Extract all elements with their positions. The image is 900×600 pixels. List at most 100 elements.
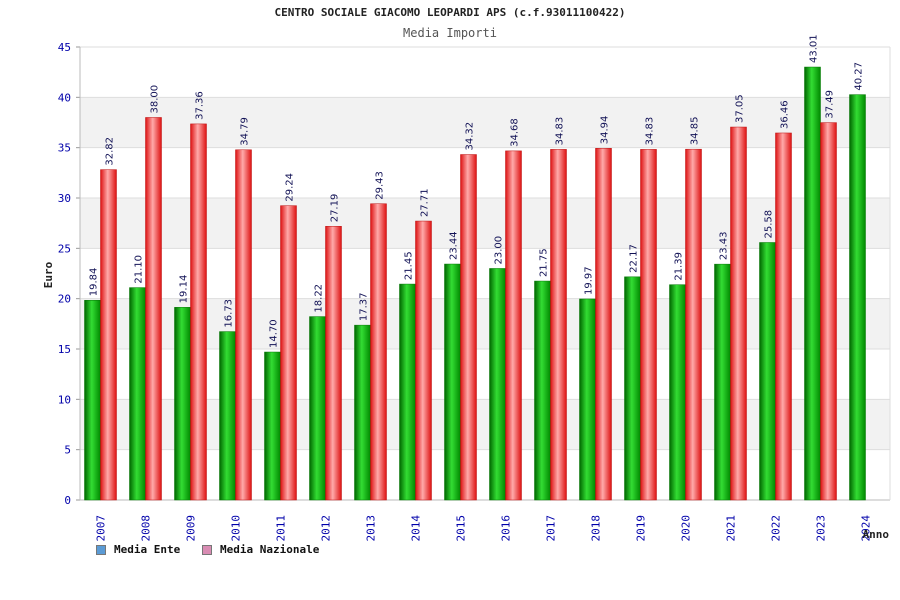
bar-media-nazionale <box>820 122 837 501</box>
x-tick-label: 2009 <box>185 515 198 542</box>
data-label: 21.10 <box>134 255 145 284</box>
data-label: 34.85 <box>690 117 701 146</box>
data-label: 29.43 <box>375 171 386 200</box>
bar-media-ente <box>399 283 416 501</box>
data-label: 32.82 <box>105 137 116 166</box>
x-tick-label: 2021 <box>725 515 738 542</box>
data-label: 23.44 <box>449 231 460 260</box>
data-label: 40.27 <box>854 62 865 91</box>
data-label: 23.43 <box>719 231 730 260</box>
bar-media-ente <box>264 351 281 501</box>
bar-media-nazionale <box>325 226 342 501</box>
legend-label: Media Ente <box>114 543 181 556</box>
y-tick-label: 30 <box>58 192 71 205</box>
bar-media-ente <box>849 94 866 501</box>
y-axis-label: Euro <box>42 261 55 288</box>
data-label: 21.39 <box>674 252 685 281</box>
x-tick-label: 2020 <box>680 515 693 542</box>
y-tick-label: 20 <box>58 293 71 306</box>
y-tick-label: 25 <box>58 242 71 255</box>
y-tick-label: 10 <box>58 393 71 406</box>
bar-media-ente <box>714 263 731 501</box>
bar-media-ente <box>534 280 551 501</box>
x-tick-label: 2007 <box>95 515 108 542</box>
bar-media-ente <box>804 66 821 501</box>
data-label: 18.22 <box>314 284 325 313</box>
data-label: 14.70 <box>269 319 280 348</box>
grid-band <box>80 198 890 249</box>
y-tick-label: 45 <box>58 41 71 54</box>
x-axis-label: Anno <box>863 528 890 541</box>
data-label: 37.05 <box>735 94 746 123</box>
bar-media-ente <box>579 298 596 501</box>
legend-label: Media Nazionale <box>220 543 320 556</box>
data-label: 27.19 <box>330 194 341 223</box>
x-tick-label: 2015 <box>455 515 468 542</box>
y-tick-label: 5 <box>64 444 71 457</box>
data-label: 19.84 <box>89 268 100 297</box>
x-tick-label: 2010 <box>230 515 243 542</box>
bar-media-nazionale <box>235 149 252 501</box>
grid-band <box>80 97 890 148</box>
bar-media-ente <box>354 324 371 501</box>
grid-band <box>80 298 890 349</box>
bar-media-nazionale <box>415 220 432 501</box>
bar-media-nazionale <box>280 205 297 501</box>
bar-media-nazionale <box>460 154 477 501</box>
bar-media-nazionale <box>505 150 522 501</box>
data-label: 36.46 <box>780 100 791 129</box>
bar-media-nazionale <box>595 148 612 501</box>
chart-title: CENTRO SOCIALE GIACOMO LEOPARDI APS (c.f… <box>274 6 626 19</box>
bar-media-ente <box>669 284 686 501</box>
y-tick-label: 40 <box>58 91 71 104</box>
data-label: 34.83 <box>645 117 656 146</box>
bar-media-nazionale <box>100 169 117 501</box>
x-tick-label: 2016 <box>500 515 513 542</box>
legend-swatch <box>96 544 106 555</box>
data-label: 19.14 <box>179 275 190 304</box>
bar-media-ente <box>489 268 506 501</box>
data-label: 22.17 <box>629 244 640 273</box>
x-tick-label: 2017 <box>545 515 558 542</box>
data-label: 21.45 <box>404 251 415 280</box>
legend-swatch <box>202 544 212 555</box>
bar-media-ente <box>129 287 146 501</box>
data-label: 37.36 <box>195 91 206 120</box>
data-label: 34.79 <box>240 117 251 146</box>
y-tick-label: 35 <box>58 142 71 155</box>
chart-subtitle: Media Importi <box>403 26 497 40</box>
bar-media-nazionale <box>190 123 207 501</box>
bar-media-nazionale <box>640 149 657 501</box>
y-tick-label: 15 <box>58 343 71 356</box>
grid-bands <box>80 97 890 450</box>
legend-item-media-ente: Media Ente <box>96 543 180 556</box>
x-tick-label: 2013 <box>365 515 378 542</box>
data-label: 34.94 <box>600 116 611 145</box>
data-label: 34.32 <box>465 122 476 151</box>
bar-media-nazionale <box>550 149 567 501</box>
x-tick-label: 2022 <box>770 515 783 542</box>
bar-media-nazionale <box>730 126 747 501</box>
legend-item-media-nazionale: Media Nazionale <box>202 543 319 556</box>
data-label: 34.83 <box>555 117 566 146</box>
gridlines <box>80 46 890 501</box>
data-label: 23.00 <box>494 236 505 265</box>
y-tick-label: 0 <box>64 494 71 507</box>
bar-media-nazionale <box>370 203 387 501</box>
data-label: 19.97 <box>584 266 595 295</box>
grid-band <box>80 399 890 450</box>
bar-media-nazionale <box>145 117 162 501</box>
x-tick-label: 2018 <box>590 515 603 542</box>
x-tick-label: 2019 <box>635 515 648 542</box>
data-labels: 19.84 32.82 21.10 38.00 19.14 37.36 16.73 34.79… <box>89 34 865 348</box>
data-label: 17.37 <box>359 293 370 322</box>
bar-media-nazionale <box>685 148 702 501</box>
data-label: 43.01 <box>809 34 820 63</box>
x-tick-label: 2008 <box>140 515 153 542</box>
x-tick-label: 2023 <box>815 515 828 542</box>
data-label: 27.71 <box>420 188 431 217</box>
bar-media-ente <box>309 316 326 501</box>
bar-media-ente <box>174 307 191 501</box>
data-label: 34.68 <box>510 118 521 147</box>
